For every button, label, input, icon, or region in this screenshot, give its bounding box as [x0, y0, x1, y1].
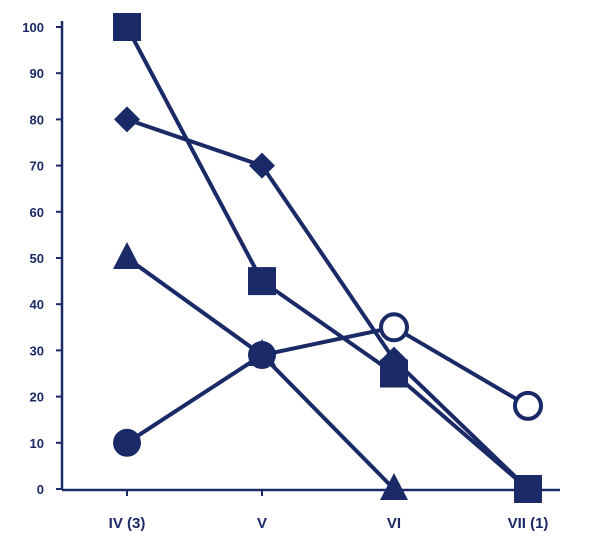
series-diamond — [126, 117, 530, 491]
diamond-marker — [249, 152, 275, 179]
chart-axes — [56, 21, 560, 496]
chart-series — [113, 13, 543, 503]
series-markers-diamond — [114, 106, 541, 502]
open-circle-marker — [379, 312, 409, 343]
y-tick-label: 10 — [30, 436, 44, 451]
y-tick-label: 90 — [30, 66, 44, 81]
diamond-marker — [114, 106, 140, 133]
series-markers-open-circle — [379, 312, 543, 421]
y-tick-label: 20 — [30, 390, 44, 405]
series-square — [125, 26, 530, 491]
square-marker — [113, 13, 141, 41]
y-tick-label: 100 — [22, 20, 44, 35]
y-tick-label: 60 — [30, 205, 44, 220]
series-line — [125, 26, 530, 491]
series-markers-square — [113, 13, 542, 503]
triangle-marker — [380, 473, 408, 500]
y-tick-label: 80 — [30, 112, 44, 127]
circle-marker — [113, 428, 141, 457]
y-tick-label: 30 — [30, 343, 44, 358]
diamond-marker — [381, 346, 407, 373]
circle-marker — [248, 341, 276, 370]
y-tick-label: 50 — [30, 251, 44, 266]
square-marker — [248, 267, 276, 296]
y-tick-label: 40 — [30, 297, 44, 312]
open-circle-marker — [513, 390, 543, 421]
triangle-marker — [113, 242, 141, 269]
x-tick-label: VII (1) — [508, 515, 549, 532]
y-tick-label: 0 — [37, 482, 44, 497]
series-line — [392, 325, 530, 408]
y-tick-label: 70 — [30, 159, 44, 174]
chart-tick-labels: 0 10 20 30 40 50 60 70 80 90 100 IV (3) V VI VII (1) — [22, 20, 548, 532]
x-tick-label: V — [257, 515, 267, 532]
x-tick-label: VI — [387, 515, 401, 532]
series-open-circle — [392, 325, 530, 408]
x-tick-label: IV (3) — [109, 515, 146, 532]
series-line — [126, 117, 530, 491]
diamond-marker — [515, 476, 541, 502]
